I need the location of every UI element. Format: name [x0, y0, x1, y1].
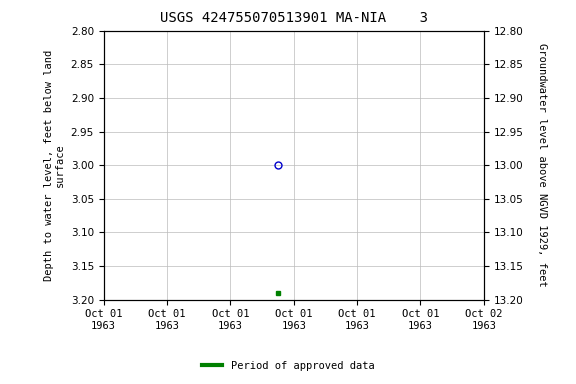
- Legend: Period of approved data: Period of approved data: [198, 357, 378, 375]
- Y-axis label: Depth to water level, feet below land
surface: Depth to water level, feet below land su…: [44, 50, 65, 281]
- Title: USGS 424755070513901 MA-NIA    3: USGS 424755070513901 MA-NIA 3: [160, 12, 428, 25]
- Y-axis label: Groundwater level above NGVD 1929, feet: Groundwater level above NGVD 1929, feet: [537, 43, 547, 287]
